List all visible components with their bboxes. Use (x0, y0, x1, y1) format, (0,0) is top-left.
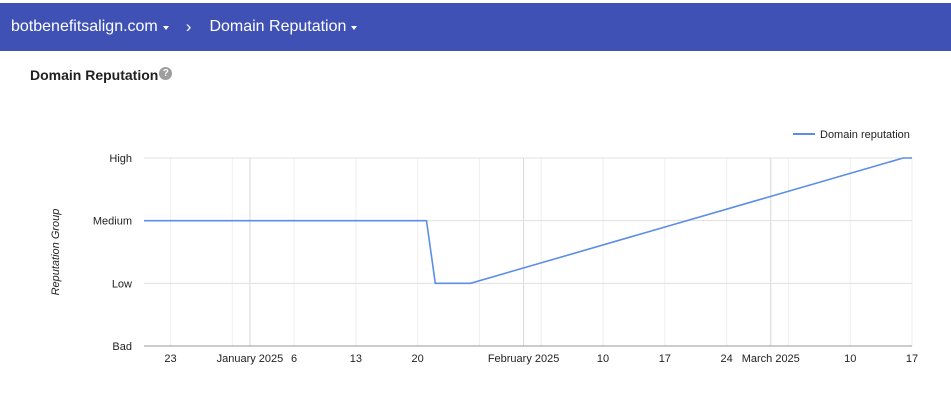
series-line (144, 157, 912, 285)
x-tick-label: 6 (291, 353, 297, 365)
x-tick-label: January 2025 (217, 353, 284, 365)
page-title-row: Domain Reputation ? (30, 67, 173, 83)
x-tick-label: 10 (844, 353, 856, 365)
y-tick-label: High (109, 153, 132, 165)
dropdown-caret-icon (351, 25, 358, 30)
y-tick-label: Bad (112, 341, 132, 353)
x-tick-label: 17 (906, 353, 918, 365)
chart-series (144, 157, 912, 285)
top-app-bar: botbenefitsalign.com › Domain Reputation (0, 3, 951, 51)
x-tick-label: February 2025 (488, 353, 560, 365)
domain-selector[interactable]: botbenefitsalign.com (11, 18, 169, 36)
x-tick-label: March 2025 (742, 353, 800, 365)
y-tick-label: Medium (93, 216, 132, 228)
legend-label: Domain reputation (820, 129, 910, 141)
page-title: Domain Reputation (30, 67, 159, 83)
dropdown-caret-icon (162, 25, 169, 30)
x-tick-label: 20 (412, 353, 424, 365)
breadcrumb-separator-icon: › (185, 17, 192, 36)
y-axis-ticks: Bad Low Medium High (93, 153, 132, 353)
x-tick-label: 17 (659, 353, 671, 365)
x-axis-ticks: 23 January 2025 6 13 20 February 2025 10 17 24 Ma… (164, 353, 918, 365)
chart-legend[interactable]: Domain reputation (793, 129, 910, 141)
domain-selector-label: botbenefitsalign.com (11, 18, 158, 35)
section-selector[interactable]: Domain Reputation (209, 18, 358, 36)
chart-grid (144, 157, 913, 347)
x-tick-label: 10 (597, 353, 609, 365)
x-tick-label: 13 (350, 353, 362, 365)
y-tick-label: Low (112, 278, 132, 290)
x-tick-label: 23 (164, 353, 176, 365)
x-tick-label: 24 (720, 353, 732, 365)
help-icon[interactable]: ? (159, 67, 173, 80)
y-axis-label: Reputation Group (50, 209, 62, 296)
section-selector-label: Domain Reputation (209, 18, 347, 35)
